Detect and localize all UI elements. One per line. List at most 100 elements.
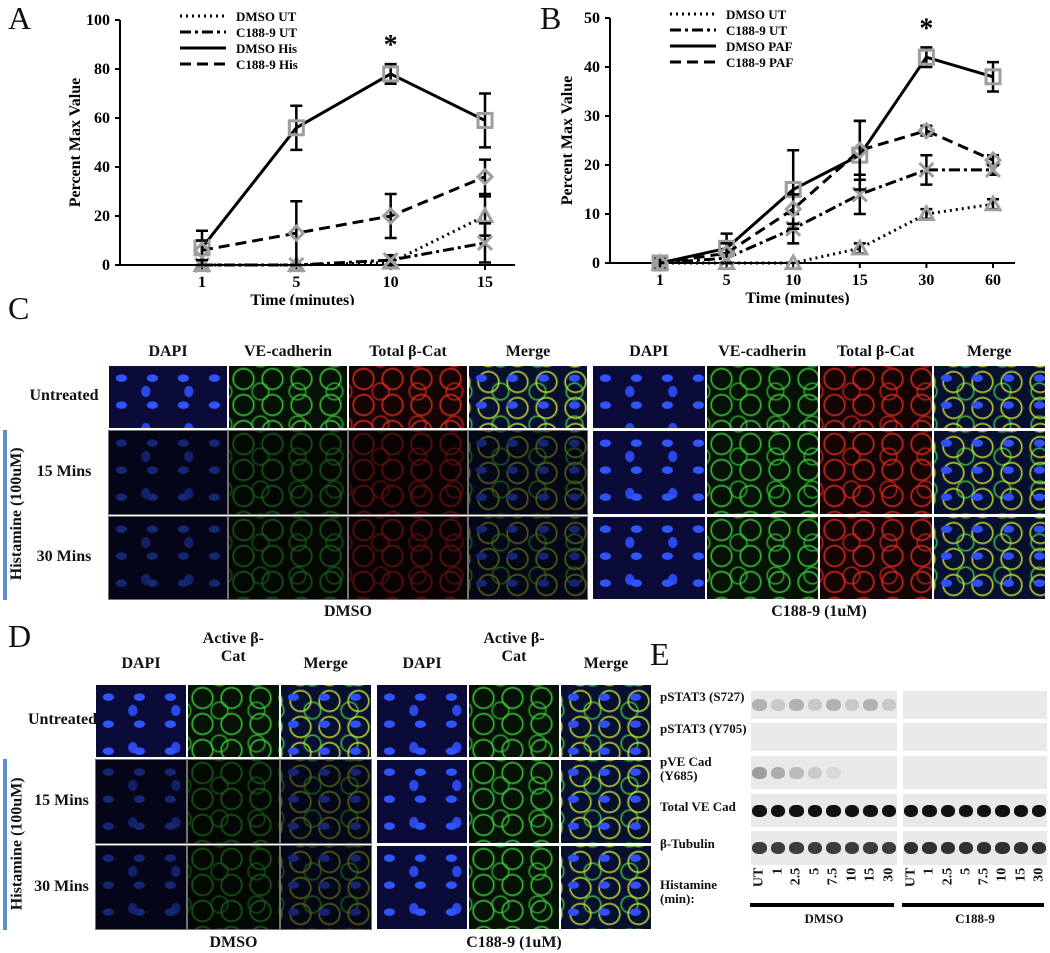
error-bar xyxy=(384,192,397,240)
lane-label: 1 xyxy=(921,867,937,875)
row-label: pSTAT3 (Y705) xyxy=(660,721,747,736)
treatment-label: Histamine (100uM) xyxy=(8,776,26,910)
annotation: * xyxy=(919,13,933,44)
lane-label: 30 xyxy=(1031,867,1047,882)
y-tick-label: 60 xyxy=(94,110,110,127)
band xyxy=(752,699,767,711)
column-header: Merge xyxy=(967,343,1012,360)
micrograph xyxy=(705,365,819,429)
legend-label: DMSO PAF xyxy=(726,39,793,54)
marker xyxy=(984,68,1002,86)
group-label: DMSO xyxy=(804,911,844,926)
lane-label: UT xyxy=(751,867,767,888)
band xyxy=(789,804,804,817)
marker xyxy=(476,111,494,129)
band xyxy=(770,699,785,711)
blot-strip xyxy=(902,755,1048,790)
column-header: DAPI xyxy=(402,655,442,672)
marker xyxy=(850,141,869,160)
lane-label: 7.5 xyxy=(976,867,992,886)
row-label: Untreated xyxy=(28,711,98,728)
x-label: Histamine (min): xyxy=(660,877,718,907)
row-label: Untreated xyxy=(29,387,99,404)
micrograph xyxy=(468,684,560,758)
marker xyxy=(475,167,495,186)
micrograph xyxy=(187,684,280,758)
lane-label: 1 xyxy=(770,867,786,875)
band xyxy=(922,842,937,854)
group-bar xyxy=(902,903,1044,907)
legend-label: C188-9 UT xyxy=(236,25,297,40)
panel-label: E xyxy=(650,636,670,672)
blot-strip xyxy=(902,722,1048,752)
micrograph xyxy=(705,430,819,515)
error-bar-line xyxy=(787,193,800,226)
band xyxy=(940,842,955,854)
blot-strip xyxy=(750,755,898,790)
micrograph xyxy=(108,365,228,429)
panel-label: B xyxy=(540,0,562,36)
micrograph xyxy=(187,845,280,930)
error-bar-line xyxy=(853,119,866,181)
micrograph xyxy=(348,430,468,515)
micrograph xyxy=(95,759,188,844)
lane-label: 10 xyxy=(994,867,1010,882)
series-line xyxy=(200,72,486,249)
band xyxy=(863,699,878,711)
series-line xyxy=(660,202,994,265)
x-tick-label: 15 xyxy=(477,274,493,291)
legend-label: DMSO UT xyxy=(236,9,297,24)
series-line xyxy=(202,214,486,267)
error-bar-line xyxy=(290,104,303,152)
row-label: β-Tubulin xyxy=(660,836,715,851)
legend-label: DMSO His xyxy=(236,41,297,56)
lane-label: 15 xyxy=(1012,867,1028,882)
marker xyxy=(382,252,399,269)
blot-strip xyxy=(750,690,898,720)
marker xyxy=(382,65,400,83)
blot-strip xyxy=(750,722,898,752)
micrograph xyxy=(560,845,652,930)
micrograph xyxy=(187,759,280,844)
lane-label: 2.5 xyxy=(939,867,955,886)
row-label: Total VE Cad xyxy=(660,799,736,814)
micrograph xyxy=(228,430,348,515)
column-header: Merge xyxy=(583,655,629,672)
error-bar xyxy=(290,104,303,152)
band xyxy=(995,842,1010,854)
marker xyxy=(650,253,670,273)
error-bar xyxy=(987,60,999,93)
group-caption: DMSO xyxy=(324,603,372,620)
micrograph xyxy=(932,516,1046,600)
row-label: 15 Mins xyxy=(36,462,92,480)
marker xyxy=(287,224,306,243)
column-header: VE-cadherin xyxy=(244,343,332,360)
column-header: Merge xyxy=(303,655,348,672)
error-bar xyxy=(853,119,866,181)
legend-label: C188-9 His xyxy=(236,57,298,72)
y-tick-label: 0 xyxy=(592,255,600,272)
x-axis-title: Time (minutes) xyxy=(745,290,849,305)
band xyxy=(807,804,822,817)
marker xyxy=(717,244,736,263)
band xyxy=(863,842,878,854)
blot-strip xyxy=(902,690,1048,720)
micrograph xyxy=(376,845,468,930)
column-header: DAPI xyxy=(121,655,161,672)
band xyxy=(1031,842,1046,854)
band xyxy=(977,842,992,854)
band xyxy=(844,804,859,817)
y-tick-label: 20 xyxy=(584,157,600,174)
band xyxy=(881,699,896,711)
treatment-bar xyxy=(3,430,7,600)
treatment-bar xyxy=(3,759,7,930)
micrograph xyxy=(279,759,372,844)
micrograph xyxy=(705,516,819,600)
band xyxy=(1031,804,1046,817)
micrograph xyxy=(468,759,560,844)
row-label: 30 Mins xyxy=(34,877,89,895)
y-tick-label: 0 xyxy=(102,257,110,274)
micrograph xyxy=(108,516,228,600)
